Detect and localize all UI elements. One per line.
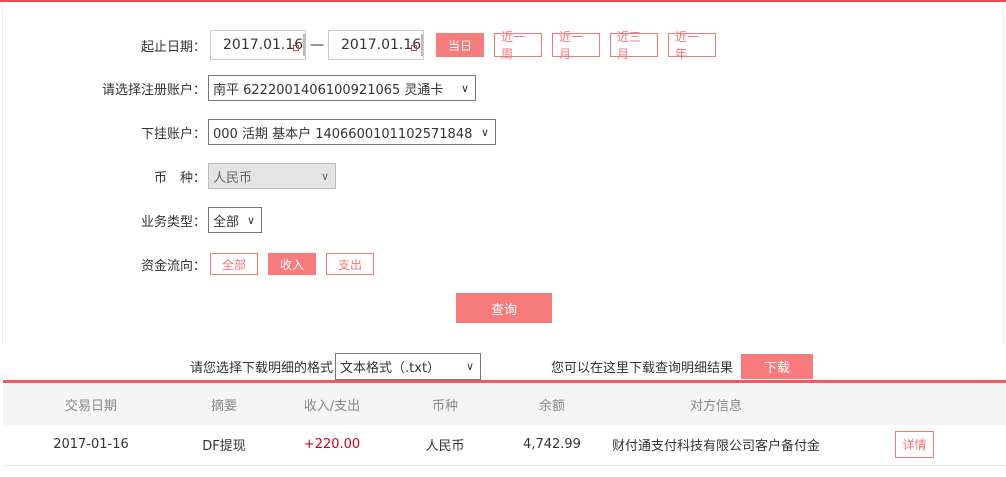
calendar-icon[interactable] (293, 34, 306, 56)
calendar-icon[interactable] (411, 34, 424, 56)
flow-label: 资金流向： (140, 258, 206, 274)
chevron-down-icon: ∨ (320, 169, 329, 183)
download-hint: 您可以在这里下载查询明细结果 (551, 361, 734, 376)
cell-balance: 4,742.99 (495, 425, 609, 466)
start-date-value: 2017.01.16 (223, 37, 304, 53)
account-select[interactable]: 南平 6222001406100921065 灵通卡 ∨ (208, 75, 476, 101)
account-value: 南平 6222001406100921065 灵通卡 (213, 82, 444, 98)
sub-account-value: 000 活期 基本户 1406600101102571848 (213, 126, 473, 142)
col-amount: 收入/支出 (269, 383, 395, 425)
start-date-input[interactable]: 2017.01.16 (210, 30, 306, 60)
end-date-value: 2017.01.16 (341, 37, 422, 53)
flow-income-button[interactable]: 收入 (268, 253, 316, 275)
account-label: 请选择注册账户： (101, 82, 206, 98)
type-select[interactable]: 全部 ∨ (208, 207, 262, 233)
table-header: 交易日期 摘要 收入/支出 币种 余额 对方信息 (3, 383, 1006, 425)
date-label: 起止日期： (140, 39, 206, 55)
chevron-down-icon: ∨ (480, 125, 489, 139)
range-month-button[interactable]: 近一月 (552, 30, 600, 61)
col-balance: 余额 (495, 383, 609, 425)
divider (3, 380, 1006, 383)
cell-currency: 人民币 (395, 425, 495, 466)
download-button[interactable]: 下载 (741, 354, 814, 379)
transactions-table: 交易日期 摘要 收入/支出 币种 余额 对方信息 2017-01-16 DF提现… (3, 383, 1006, 466)
sub-account-label: 下挂账户： (140, 126, 206, 142)
col-summary: 摘要 (179, 383, 269, 425)
detail-button[interactable]: 详情 (895, 431, 934, 459)
date-separator: — (310, 37, 324, 53)
currency-label: 币 种： (153, 170, 206, 186)
flow-expense-button[interactable]: 支出 (326, 253, 374, 275)
cell-counterparty: 财付通支付科技有限公司客户备付金 (609, 425, 823, 466)
col-counterparty: 对方信息 (609, 383, 823, 425)
sub-account-select[interactable]: 000 活期 基本户 1406600101102571848 ∨ (208, 119, 496, 145)
range-3month-button[interactable]: 近三月 (610, 30, 658, 61)
chevron-down-icon: ∨ (246, 213, 255, 227)
cell-summary: DF提现 (179, 425, 269, 466)
range-today-button[interactable]: 当日 (436, 33, 484, 57)
top-border (0, 0, 1006, 2)
col-date: 交易日期 (3, 383, 179, 425)
type-value: 全部 (213, 214, 240, 230)
flow-all-button[interactable]: 全部 (210, 253, 258, 275)
chevron-down-icon: ∨ (465, 360, 475, 373)
date-row: 起止日期： 2017.01.16 — 2017.01.16 当日 近一周 近一月… (0, 30, 716, 61)
col-currency: 币种 (395, 383, 495, 425)
range-week-button[interactable]: 近一周 (494, 30, 542, 61)
download-format-select[interactable]: 文本格式（.txt） ∨ (335, 353, 482, 380)
filter-panel (2, 2, 1004, 345)
end-date-input[interactable]: 2017.01.16 (328, 30, 424, 60)
download-format-value: 文本格式（.txt） (340, 361, 441, 376)
col-action (823, 383, 1006, 425)
currency-value: 人民币 (213, 170, 253, 186)
query-button[interactable]: 查询 (456, 293, 552, 323)
table-row: 2017-01-16 DF提现 +220.00 人民币 4,742.99 财付通… (3, 425, 1006, 466)
download-format-label: 请您选择下载明细的格式 (190, 361, 334, 376)
cell-amount: +220.00 (269, 425, 395, 466)
chevron-down-icon: ∨ (460, 81, 469, 95)
type-label: 业务类型： (140, 214, 206, 230)
cell-date: 2017-01-16 (3, 425, 179, 466)
range-year-button[interactable]: 近一年 (668, 30, 716, 61)
currency-select: 人民币 ∨ (208, 163, 336, 189)
